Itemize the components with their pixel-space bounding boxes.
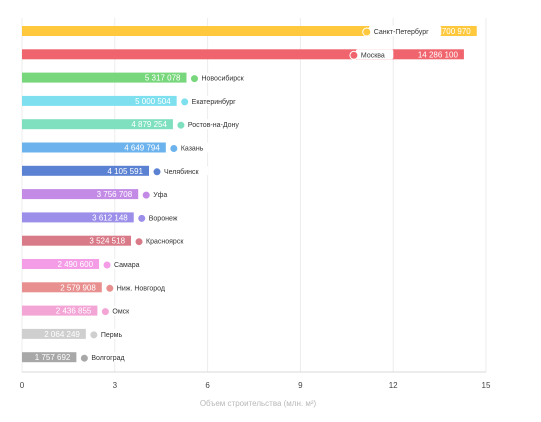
bar[interactable] <box>22 95 177 106</box>
bar-value-label: 14 286 100 <box>418 50 459 59</box>
city-label: Пермь <box>101 332 123 339</box>
x-tick-label: 3 <box>113 381 118 390</box>
bar-marker-dot[interactable] <box>176 120 186 130</box>
bar-marker-dot[interactable] <box>180 97 190 107</box>
city-label: Омск <box>112 309 130 316</box>
bar-marker-dot[interactable] <box>134 237 144 247</box>
city-label: Ниж. Новгород <box>117 285 165 292</box>
bar-marker-dot[interactable] <box>152 167 162 177</box>
city-label-background <box>196 72 254 83</box>
bar[interactable] <box>22 212 134 223</box>
city-label: Новосибирск <box>201 75 244 83</box>
city-label: Москва <box>361 52 385 59</box>
bar[interactable] <box>22 49 464 60</box>
bar-value-label: 1 757 692 <box>35 353 71 362</box>
city-label-background <box>95 328 130 339</box>
city-label: Уфа <box>153 192 167 199</box>
bar[interactable] <box>22 72 187 83</box>
bar[interactable] <box>22 165 149 176</box>
bar-value-label: 14 700 970 <box>431 27 472 36</box>
x-tick-label: 12 <box>389 381 398 390</box>
bar-marker-dot[interactable] <box>189 74 199 84</box>
city-label-background <box>86 352 136 363</box>
bar-value-label: 2 436 855 <box>56 307 92 316</box>
bar-value-label: 3 524 518 <box>89 237 125 246</box>
city-label-background <box>368 26 442 36</box>
bar-value-label: 5 000 504 <box>135 97 171 106</box>
bar-value-label: 2 579 908 <box>60 283 96 292</box>
x-axis: 0 3 6 9 12 15 <box>20 371 491 390</box>
bar-value-label: 5 317 078 <box>145 74 181 83</box>
city-label: Челябинск <box>164 168 199 176</box>
bar-value-label: 2 064 249 <box>44 330 80 339</box>
city-label: Волгоград <box>91 355 124 362</box>
bar[interactable] <box>22 189 139 200</box>
city-label-background <box>355 49 394 60</box>
city-label-background <box>109 259 147 269</box>
city-label: Санкт-Петербург <box>374 28 429 36</box>
city-label-background <box>158 165 209 176</box>
bar[interactable] <box>22 142 166 153</box>
bar[interactable] <box>22 282 102 293</box>
bar-value-label: 4 105 591 <box>107 167 143 176</box>
bar[interactable] <box>22 352 77 363</box>
city-label-background <box>186 95 248 106</box>
bar[interactable] <box>22 328 86 339</box>
bar-marker-dot[interactable] <box>89 330 99 340</box>
city-label-background <box>141 235 195 246</box>
bar[interactable] <box>22 305 98 316</box>
city-label-background <box>182 119 252 130</box>
city-label-background <box>111 282 177 293</box>
bar-marker-dot[interactable] <box>362 27 372 37</box>
bar-value-label: 2 490 600 <box>57 260 93 269</box>
city-label: Екатеринбург <box>192 98 236 106</box>
x-axis-title: Объем строительства (млн. м²) <box>200 399 317 408</box>
bar-value-label: 3 756 708 <box>97 190 133 199</box>
bar[interactable] <box>22 235 132 246</box>
bar-marker-dot[interactable] <box>349 50 359 60</box>
x-tick-label: 0 <box>20 381 25 390</box>
bar-marker-dot[interactable] <box>79 353 89 363</box>
city-label-background <box>143 212 186 223</box>
x-tick-label: 6 <box>205 381 210 390</box>
city-label: Ростов-на-Дону <box>188 122 239 129</box>
city-label: Красноярск <box>146 239 184 246</box>
bar-value-label: 3 612 148 <box>92 213 128 222</box>
bar-marker-dot[interactable] <box>102 260 112 270</box>
x-tick-label: 15 <box>482 381 491 390</box>
city-label: Самара <box>114 262 140 269</box>
bar-marker-dot[interactable] <box>137 213 147 223</box>
city-label-background <box>175 142 214 153</box>
city-label: Казань <box>181 146 204 153</box>
city-label: Воронеж <box>149 215 178 222</box>
bar-marker-dot[interactable] <box>105 283 115 293</box>
bar[interactable] <box>22 26 477 36</box>
bar-value-label: 4 879 254 <box>131 120 167 129</box>
bar-marker-dot[interactable] <box>100 307 110 317</box>
bar[interactable] <box>22 119 173 130</box>
city-label-background <box>107 305 137 316</box>
city-label-background <box>148 189 174 200</box>
bar-marker-dot[interactable] <box>169 144 179 153</box>
bar-marker-dot[interactable] <box>141 190 151 200</box>
bar[interactable] <box>22 259 100 269</box>
x-tick-label: 9 <box>298 381 303 390</box>
bar-value-label: 4 649 794 <box>124 144 160 153</box>
